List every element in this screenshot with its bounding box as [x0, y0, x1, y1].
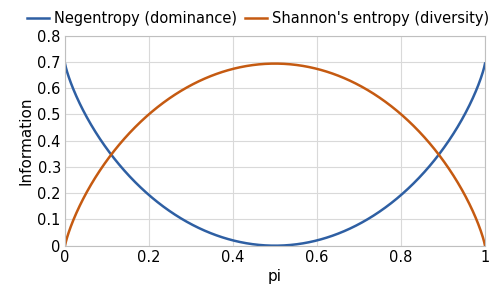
Negentropy (dominance)	[482, 62, 488, 65]
Negentropy (dominance)	[272, 244, 278, 247]
Shannon's entropy (diversity)	[351, 81, 357, 84]
Shannon's entropy (diversity)	[398, 112, 404, 115]
Shannon's entropy (diversity)	[62, 244, 68, 247]
Negentropy (dominance)	[390, 200, 396, 204]
Shannon's entropy (diversity)	[232, 67, 238, 70]
Negentropy (dominance)	[247, 242, 253, 246]
Shannon's entropy (diversity)	[482, 244, 488, 247]
Negentropy (dominance)	[232, 239, 238, 243]
Y-axis label: Information: Information	[18, 96, 33, 185]
Legend: Negentropy (dominance), Shannon's entropy (diversity): Negentropy (dominance), Shannon's entrop…	[27, 11, 489, 26]
Negentropy (dominance)	[62, 62, 68, 65]
X-axis label: pi: pi	[268, 269, 282, 284]
Shannon's entropy (diversity)	[272, 62, 278, 65]
Line: Shannon's entropy (diversity): Shannon's entropy (diversity)	[65, 64, 485, 246]
Shannon's entropy (diversity)	[247, 64, 253, 67]
Negentropy (dominance)	[351, 225, 357, 229]
Negentropy (dominance)	[398, 194, 404, 197]
Shannon's entropy (diversity)	[105, 157, 111, 161]
Shannon's entropy (diversity)	[390, 106, 396, 109]
Line: Negentropy (dominance): Negentropy (dominance)	[65, 64, 485, 246]
Negentropy (dominance)	[105, 148, 111, 152]
